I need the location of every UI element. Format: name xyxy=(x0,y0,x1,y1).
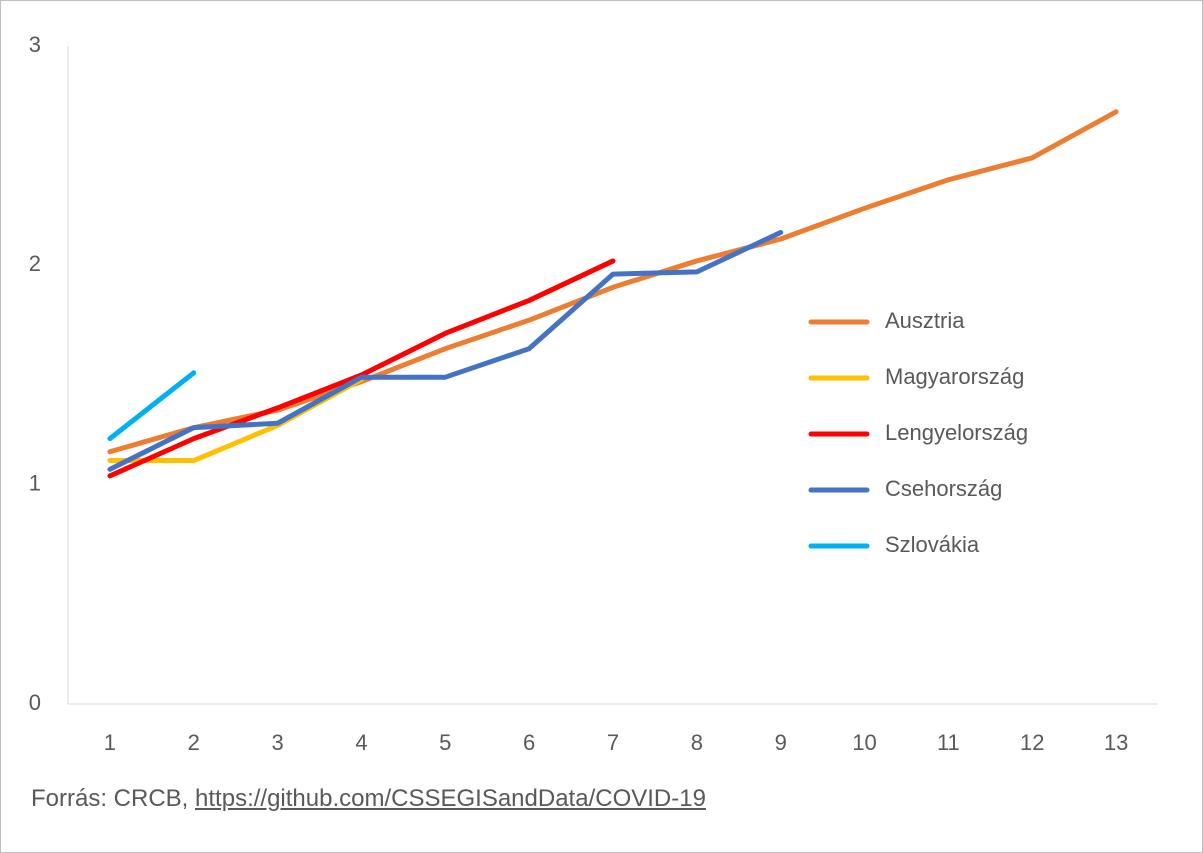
y-tick-label: 3 xyxy=(29,32,41,57)
legend-label: Csehország xyxy=(885,476,1002,501)
x-tick-label: 10 xyxy=(852,730,876,755)
y-tick-label: 1 xyxy=(29,470,41,495)
x-tick-label: 9 xyxy=(775,730,787,755)
x-tick-label: 1 xyxy=(104,730,116,755)
x-tick-label: 7 xyxy=(607,730,619,755)
x-tick-label: 2 xyxy=(188,730,200,755)
footer-text: Forrás: CRCB, xyxy=(31,785,189,812)
x-tick-label: 4 xyxy=(355,730,367,755)
legend-label: Magyarország xyxy=(885,364,1024,389)
x-tick-label: 11 xyxy=(937,730,960,755)
legend-label: Lengyelország xyxy=(885,420,1028,445)
x-tick-label: 6 xyxy=(523,730,535,755)
y-tick-label: 2 xyxy=(29,251,41,276)
legend-label: Ausztria xyxy=(885,308,965,333)
series-line xyxy=(107,258,616,479)
legend-label: Szlovákia xyxy=(885,532,980,557)
series-line xyxy=(107,109,1119,455)
footer: Forrás: CRCB, https://github.com/CSSEGIS… xyxy=(31,785,706,813)
x-tick-label: 3 xyxy=(271,730,283,755)
x-tick-label: 12 xyxy=(1020,730,1044,755)
x-tick-label: 8 xyxy=(691,730,703,755)
series-line xyxy=(107,370,197,442)
x-tick-label: 5 xyxy=(439,730,451,755)
y-tick-label: 0 xyxy=(29,690,41,715)
footer-link[interactable]: https://github.com/CSSEGISandData/COVID-… xyxy=(195,785,706,812)
series-line xyxy=(107,229,784,472)
x-tick-label: 13 xyxy=(1104,730,1128,755)
